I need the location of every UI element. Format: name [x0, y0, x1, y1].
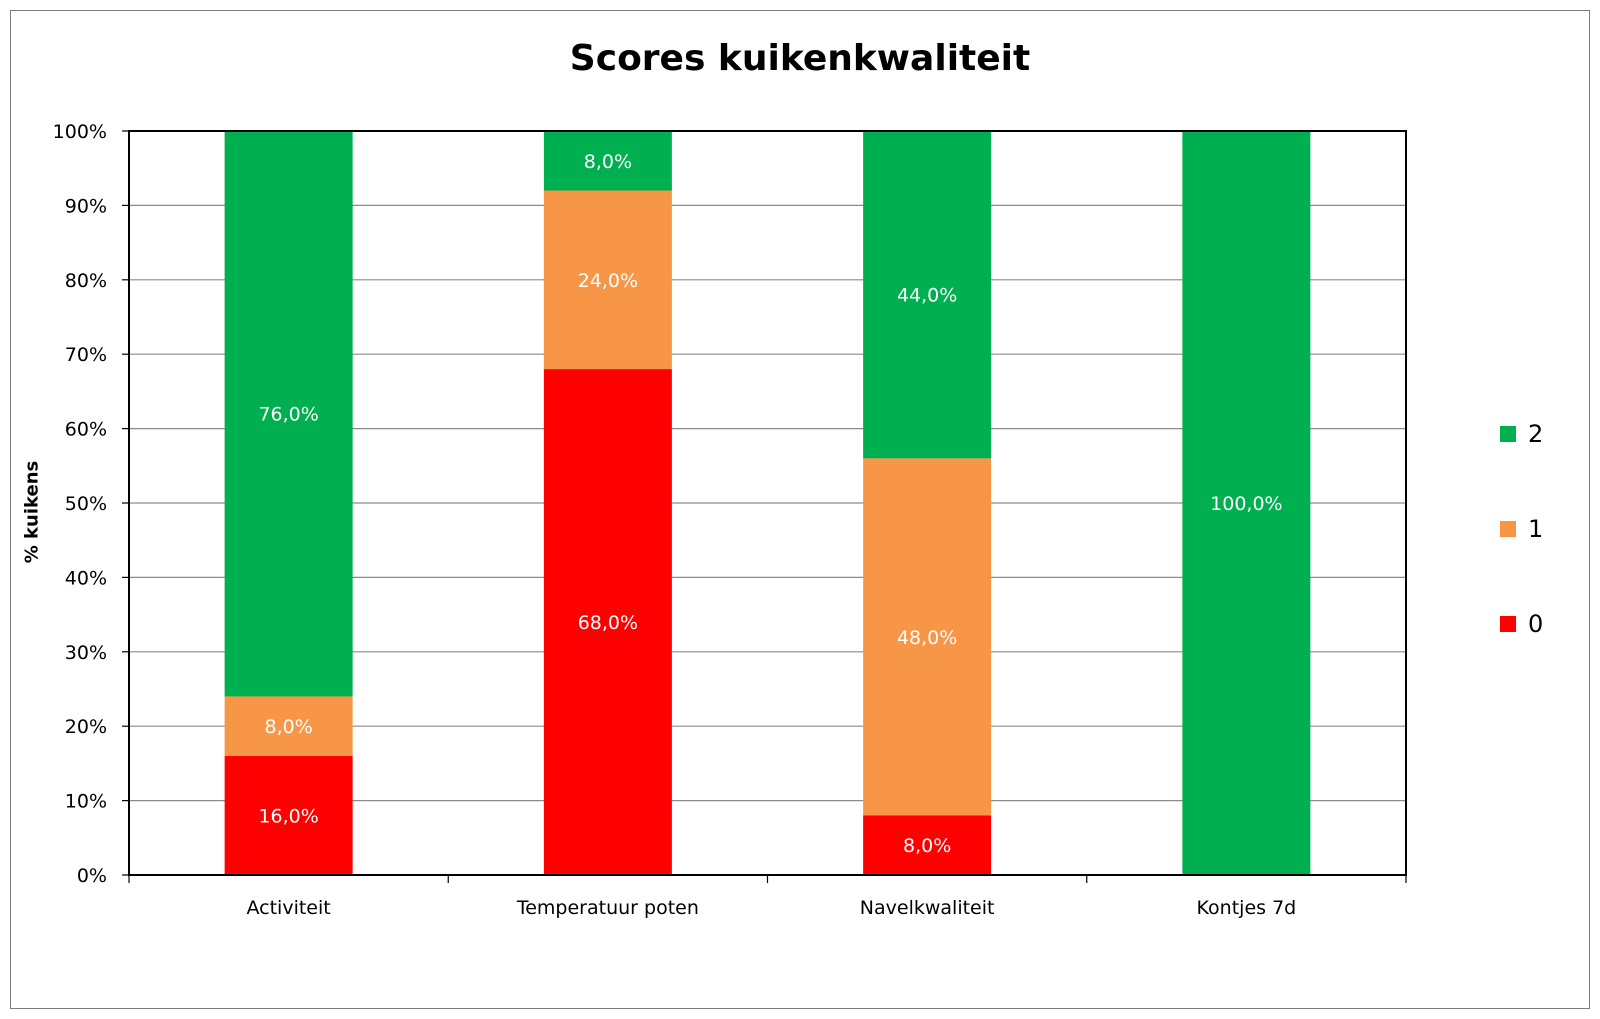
- legend-item: 2: [1500, 420, 1543, 448]
- legend-item: 0: [1500, 610, 1543, 638]
- x-tick-label: Temperatuur poten: [516, 897, 699, 919]
- y-tick-label: 50%: [65, 493, 107, 515]
- chart-title: Scores kuikenkwaliteit: [569, 38, 1031, 79]
- y-tick-label: 0%: [77, 865, 107, 887]
- y-tick-label: 90%: [65, 195, 107, 217]
- data-label: 68,0%: [578, 612, 638, 634]
- y-tick-label: 60%: [65, 419, 107, 441]
- bar-segment: [1182, 131, 1311, 875]
- y-tick-label: 70%: [65, 344, 107, 366]
- data-label: 44,0%: [897, 285, 957, 307]
- legend-label: 2: [1528, 420, 1544, 448]
- bar-segment: [224, 755, 353, 875]
- bar-segment: [543, 131, 672, 191]
- data-label: 24,0%: [578, 270, 638, 292]
- bar-segment: [863, 458, 992, 816]
- bar-segment: [543, 369, 672, 875]
- legend-swatch: [1500, 616, 1516, 632]
- bar-segment: [863, 815, 992, 875]
- data-label: 8,0%: [264, 716, 312, 738]
- data-label: 8,0%: [903, 835, 951, 857]
- data-label: 8,0%: [584, 151, 632, 173]
- legend-label: 0: [1528, 610, 1544, 638]
- legend-label: 1: [1528, 515, 1544, 543]
- data-label: 16,0%: [258, 805, 318, 827]
- x-tick-label: Kontjes 7d: [1197, 897, 1297, 919]
- bar-segment: [224, 696, 353, 756]
- y-tick-label: 40%: [65, 567, 107, 589]
- x-tick-label: Navelkwaliteit: [860, 897, 995, 919]
- x-tick-label: Activiteit: [247, 897, 331, 919]
- bar-segment: [863, 131, 992, 459]
- y-tick-label: 80%: [65, 270, 107, 292]
- data-label: 76,0%: [258, 404, 318, 426]
- y-tick-label: 20%: [65, 716, 107, 738]
- data-label: 100,0%: [1210, 493, 1282, 515]
- data-label: 48,0%: [897, 627, 957, 649]
- bar-segment: [224, 131, 353, 697]
- y-tick-label: 30%: [65, 642, 107, 664]
- y-tick-label: 100%: [53, 121, 107, 143]
- y-tick-label: 10%: [65, 791, 107, 813]
- legend-swatch: [1500, 426, 1516, 442]
- bar-segment: [543, 190, 672, 370]
- plot-border: [128, 130, 1407, 876]
- legend-swatch: [1500, 521, 1516, 537]
- legend-item: 1: [1500, 515, 1543, 543]
